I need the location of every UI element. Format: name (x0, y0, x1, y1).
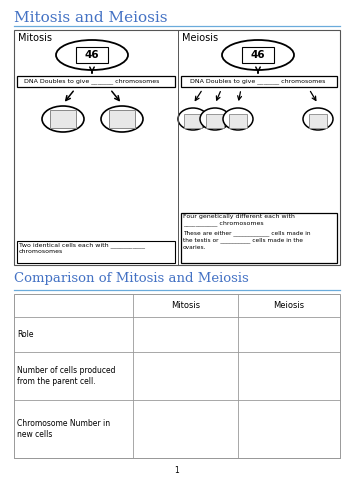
Text: These are either ____________ cells made in
the testis or __________ cells made : These are either ____________ cells made… (183, 230, 310, 250)
Text: Role: Role (17, 330, 34, 339)
Text: Mitosis: Mitosis (18, 33, 52, 43)
Ellipse shape (101, 106, 143, 132)
Text: 46: 46 (85, 50, 99, 60)
FancyBboxPatch shape (184, 114, 202, 128)
FancyBboxPatch shape (242, 47, 274, 63)
Text: DNA Doubles to give _______ chromosomes: DNA Doubles to give _______ chromosomes (24, 78, 160, 84)
FancyBboxPatch shape (206, 114, 224, 128)
FancyBboxPatch shape (109, 110, 135, 128)
Text: DNA Doubles to give _______ chromosomes: DNA Doubles to give _______ chromosomes (190, 78, 326, 84)
FancyBboxPatch shape (17, 76, 175, 87)
FancyBboxPatch shape (181, 76, 337, 87)
Text: Chromosome Number in
new cells: Chromosome Number in new cells (17, 419, 110, 439)
FancyBboxPatch shape (50, 110, 76, 128)
FancyBboxPatch shape (181, 213, 337, 263)
Text: Comparison of Mitosis and Meiosis: Comparison of Mitosis and Meiosis (14, 272, 249, 285)
FancyBboxPatch shape (76, 47, 108, 63)
FancyBboxPatch shape (229, 114, 247, 128)
Ellipse shape (178, 108, 208, 130)
Text: Meiosis: Meiosis (182, 33, 218, 43)
Text: Four genetically different each with
___________ chromosomes: Four genetically different each with ___… (183, 214, 295, 226)
FancyBboxPatch shape (17, 241, 175, 263)
Ellipse shape (303, 108, 333, 130)
Text: Mitosis and Meiosis: Mitosis and Meiosis (14, 11, 167, 25)
Ellipse shape (42, 106, 84, 132)
Text: 46: 46 (251, 50, 265, 60)
FancyBboxPatch shape (309, 114, 327, 128)
Ellipse shape (222, 40, 294, 70)
FancyBboxPatch shape (14, 30, 340, 265)
Ellipse shape (223, 108, 253, 130)
Text: 1: 1 (175, 466, 179, 475)
Text: Two identical cells each with ___________
chromosomes: Two identical cells each with __________… (19, 242, 145, 254)
Text: Meiosis: Meiosis (273, 301, 304, 310)
Text: Mitosis: Mitosis (171, 301, 200, 310)
Ellipse shape (200, 108, 230, 130)
Ellipse shape (56, 40, 128, 70)
Text: Number of cells produced
from the parent cell.: Number of cells produced from the parent… (17, 366, 115, 386)
FancyBboxPatch shape (14, 294, 340, 458)
